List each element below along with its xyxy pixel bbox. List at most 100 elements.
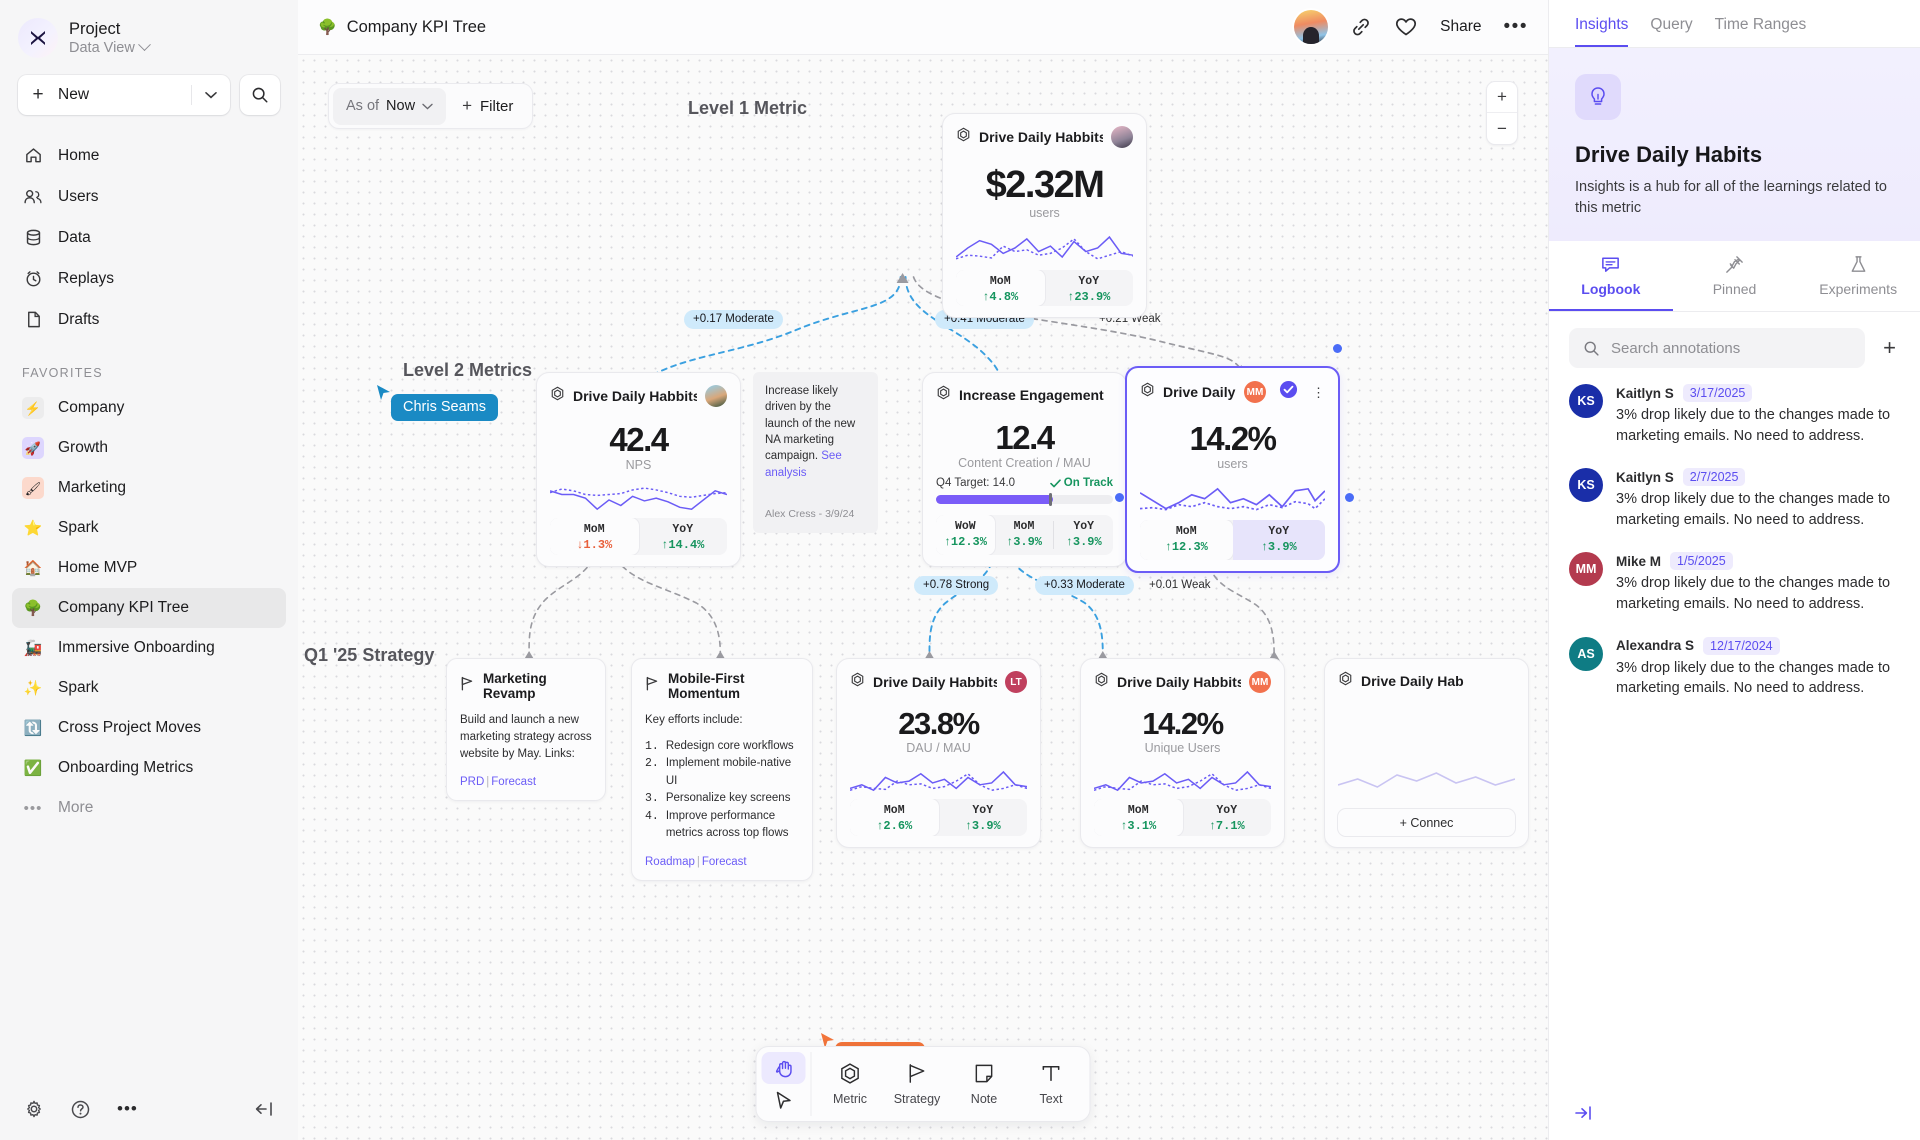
forecast-link[interactable]: Forecast [701,855,747,868]
sidebar-item-drafts[interactable]: Drafts [12,299,286,340]
collaborator-initials[interactable]: MM [1244,381,1266,403]
metric-cell[interactable]: YoY ↑3.9% [939,799,1028,836]
sidebar-item-spark-2[interactable]: ✨ Spark [12,668,286,708]
overflow-icon[interactable]: ••• [1503,16,1528,37]
card-overflow-icon[interactable]: ⋮ [1312,384,1325,400]
add-annotation-button[interactable]: + [1883,335,1896,361]
heart-icon[interactable] [1394,16,1418,38]
collapse-sidebar-icon[interactable] [254,1099,274,1119]
sidebar-item-marketing[interactable]: 🖌 Marketing [12,468,286,508]
verified-icon[interactable] [1279,380,1298,404]
sidebar-item-replays[interactable]: Replays [12,258,286,299]
list-item[interactable]: MM Mike M 1/5/2025 3% drop likely due to… [1569,552,1900,614]
sidebar-item-onboarding-metrics[interactable]: ✅ Onboarding Metrics [12,748,286,788]
metric-card-dau-mau[interactable]: Drive Daily Habbits LT 23.8% DAU / MAU M… [836,658,1041,848]
metric-card-selected[interactable]: Drive Daily Habb.. MM ⋮ 14.2% users MoM [1125,366,1340,573]
list-item[interactable]: KS Kaitlyn S 2/7/2025 3% drop likely due… [1569,468,1900,530]
list-item[interactable]: KS Kaitlyn S 3/17/2025 3% drop likely du… [1569,384,1900,446]
tool-label: Text [1039,1092,1063,1106]
list-item[interactable]: AS Alexandra S 12/17/2024 3% drop likely… [1569,636,1900,699]
help-icon[interactable] [70,1099,91,1120]
metric-cell[interactable]: YoY ↑3.9% [1232,520,1325,560]
sidebar-header[interactable]: Project Data View [0,0,298,58]
subtab-pinned[interactable]: Pinned [1673,241,1797,311]
filter-button[interactable]: + Filter [450,88,528,125]
metric-cell[interactable]: YoY ↑14.4% [639,518,728,555]
forecast-link[interactable]: Forecast [491,776,537,789]
collapse-panel-icon[interactable] [1573,1103,1593,1123]
tool-text[interactable]: Text [1018,1052,1085,1116]
connection-handle-top[interactable] [1333,344,1342,353]
project-view-selector[interactable]: Data View [69,38,151,56]
tab-query[interactable]: Query [1650,16,1693,33]
sidebar-item-data[interactable]: Data [12,217,286,258]
metric-card-nps[interactable]: Drive Daily Habbits 42.4 NPS MoM ↓1.3% Y… [536,372,741,567]
kpi-tree-canvas[interactable]: As of Now + Filter + − Level 1 Metric Le… [298,55,1548,1140]
metric-cell[interactable]: MoM ↑3.1% [1094,799,1183,836]
link-icon[interactable] [1350,16,1372,38]
metric-cell[interactable]: MoM ↑2.6% [850,799,939,836]
metric-cell[interactable]: MoM ↑12.3% [1140,520,1233,560]
select-tool-button[interactable] [762,1084,806,1116]
tool-strategy[interactable]: Strategy [884,1052,951,1116]
metric-card-engagement[interactable]: Increase Engagement 12.4 Content Creatio… [922,372,1127,567]
metric-cell[interactable]: MoM ↓1.3% [550,518,639,555]
subtab-experiments[interactable]: Experiments [1796,241,1920,311]
search-annotations-box[interactable] [1569,328,1866,369]
sidebar-item-label: Data [58,228,91,246]
subtab-logbook[interactable]: Logbook [1549,241,1673,312]
metric-cell[interactable]: WoW ↑12.3% [936,515,995,555]
sidebar-item-immersive-onboarding[interactable]: 🚂 Immersive Onboarding [12,628,286,668]
sidebar-item-company-kpi-tree[interactable]: 🌳 Company KPI Tree [12,588,286,628]
sidebar-item-company[interactable]: ⚡ Company [12,388,286,428]
zoom-out-button[interactable]: − [1497,118,1507,138]
favorite-label: Onboarding Metrics [58,759,194,776]
metric-cell[interactable]: MoM ↑4.8% [956,269,1045,306]
metric-cell[interactable]: MoM ↑3.9% [995,515,1054,555]
strategy-card-mobile-first[interactable]: Mobile-First Momentum Key efforts includ… [631,658,813,881]
card-header: Drive Daily Habbits MM [1094,671,1271,693]
resize-handle-left[interactable] [1115,493,1124,502]
metric-cell[interactable]: YoY ↑23.9% [1045,270,1134,306]
see-analysis-link[interactable]: See analysis [765,450,842,479]
collaborator-initials[interactable]: MM [1249,671,1271,693]
avatar[interactable] [705,385,727,407]
metric-card-unique-users[interactable]: Drive Daily Habbits MM 14.2% Unique User… [1080,658,1285,848]
as-of-selector[interactable]: As of Now [333,87,447,125]
card-unit: Content Creation / MAU [958,456,1091,470]
avatar[interactable] [1294,10,1329,44]
strategy-card-marketing-revamp[interactable]: Marketing Revamp Build and launch a new … [446,658,606,802]
new-button[interactable]: + New [18,75,230,115]
metric-card-l1[interactable]: Drive Daily Habbits $2.32M users MoM ↑4.… [942,113,1147,318]
pan-tool-button[interactable] [761,1052,806,1084]
avatar[interactable] [1111,126,1133,148]
annotation-note[interactable]: Increase likely driven by the launch of … [753,372,878,533]
sidebar-item-users[interactable]: Users [12,176,286,217]
sidebar-item-cross-project-moves[interactable]: 🔃 Cross Project Moves [12,708,286,748]
search-input[interactable] [1611,339,1852,357]
roadmap-link[interactable]: Roadmap [645,855,695,868]
overflow-icon[interactable]: ••• [117,1099,138,1118]
collaborator-initials[interactable]: LT [1005,671,1027,693]
gear-icon[interactable] [24,1099,44,1119]
zoom-in-button[interactable]: + [1487,82,1517,113]
tool-metric[interactable]: Metric [817,1052,884,1116]
prd-link[interactable]: PRD [460,776,485,789]
connect-cell[interactable]: + Connec [1338,809,1515,836]
metric-cell[interactable]: YoY ↑3.9% [1054,515,1113,555]
sidebar-item-home-mvp[interactable]: 🏠 Home MVP [12,548,286,588]
share-button[interactable]: Share [1440,18,1482,35]
metric-card-partial[interactable]: Drive Daily Hab + Connec [1324,658,1529,848]
resize-handle-right[interactable] [1345,493,1354,502]
avatar: KS [1569,384,1603,419]
sidebar-search-button[interactable] [240,75,280,115]
sidebar-item-home[interactable]: Home [12,135,286,176]
sidebar-item-spark[interactable]: ⭐ Spark [12,508,286,548]
new-dropdown-caret[interactable] [192,91,230,99]
sidebar-item-more[interactable]: ••• More [12,788,286,828]
tab-time-ranges[interactable]: Time Ranges [1714,16,1807,33]
metric-cell[interactable]: YoY ↑7.1% [1183,799,1272,836]
tab-insights[interactable]: Insights [1575,16,1629,47]
sidebar-item-growth[interactable]: 🚀 Growth [12,428,286,468]
tool-note[interactable]: Note [951,1052,1018,1116]
